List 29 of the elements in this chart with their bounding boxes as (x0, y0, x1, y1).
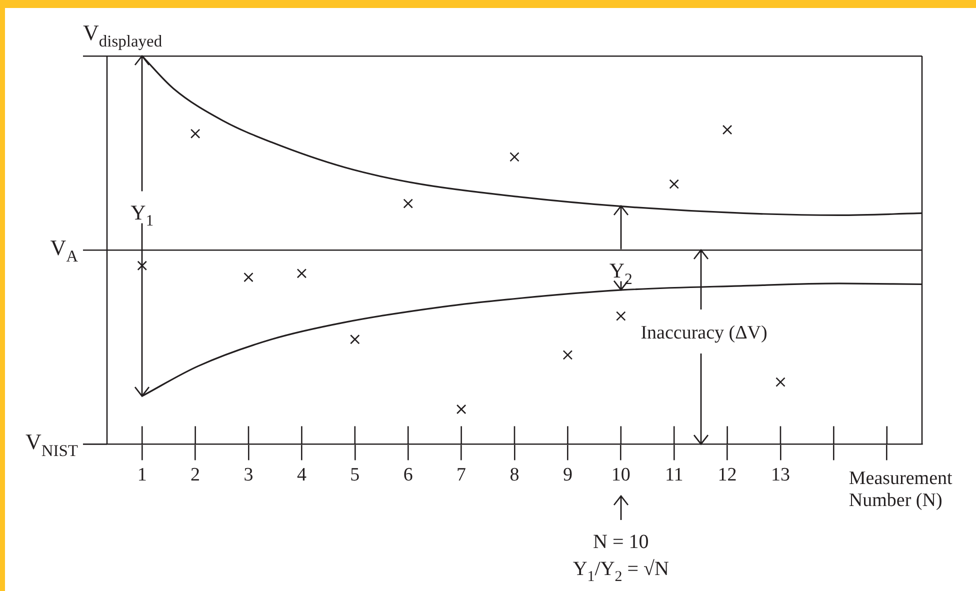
x-tick-label: 5 (350, 464, 360, 486)
annotation: Inaccuracy (ΔV) (640, 322, 768, 344)
x-tick-label: 4 (296, 464, 307, 486)
x-tick-label: 8 (510, 464, 520, 486)
x-tick-label: 13 (770, 464, 790, 486)
point (244, 272, 254, 282)
x-tick-label: 12 (718, 464, 737, 486)
x-tick-label: 3 (244, 464, 254, 486)
point (456, 404, 466, 414)
x-tick-label: 9 (562, 464, 572, 486)
point (403, 198, 413, 208)
x-tick-label: 11 (664, 464, 684, 486)
x-tick-label: 1 (137, 464, 147, 486)
text: N = 10 (593, 531, 649, 554)
point (562, 350, 573, 360)
point (722, 124, 732, 135)
x-axis-title: Measurement Number (N) (848, 468, 954, 512)
x-tick-label: 10 (611, 464, 630, 486)
x-tick-label: 2 (190, 464, 200, 486)
point (776, 377, 786, 387)
point (296, 268, 307, 278)
x-tick-label: 7 (456, 464, 466, 486)
point (616, 311, 626, 321)
point (350, 334, 360, 344)
point (137, 260, 148, 271)
x-tick-label: 6 (403, 464, 413, 486)
point (669, 179, 679, 189)
point (190, 128, 200, 139)
point (510, 152, 520, 162)
